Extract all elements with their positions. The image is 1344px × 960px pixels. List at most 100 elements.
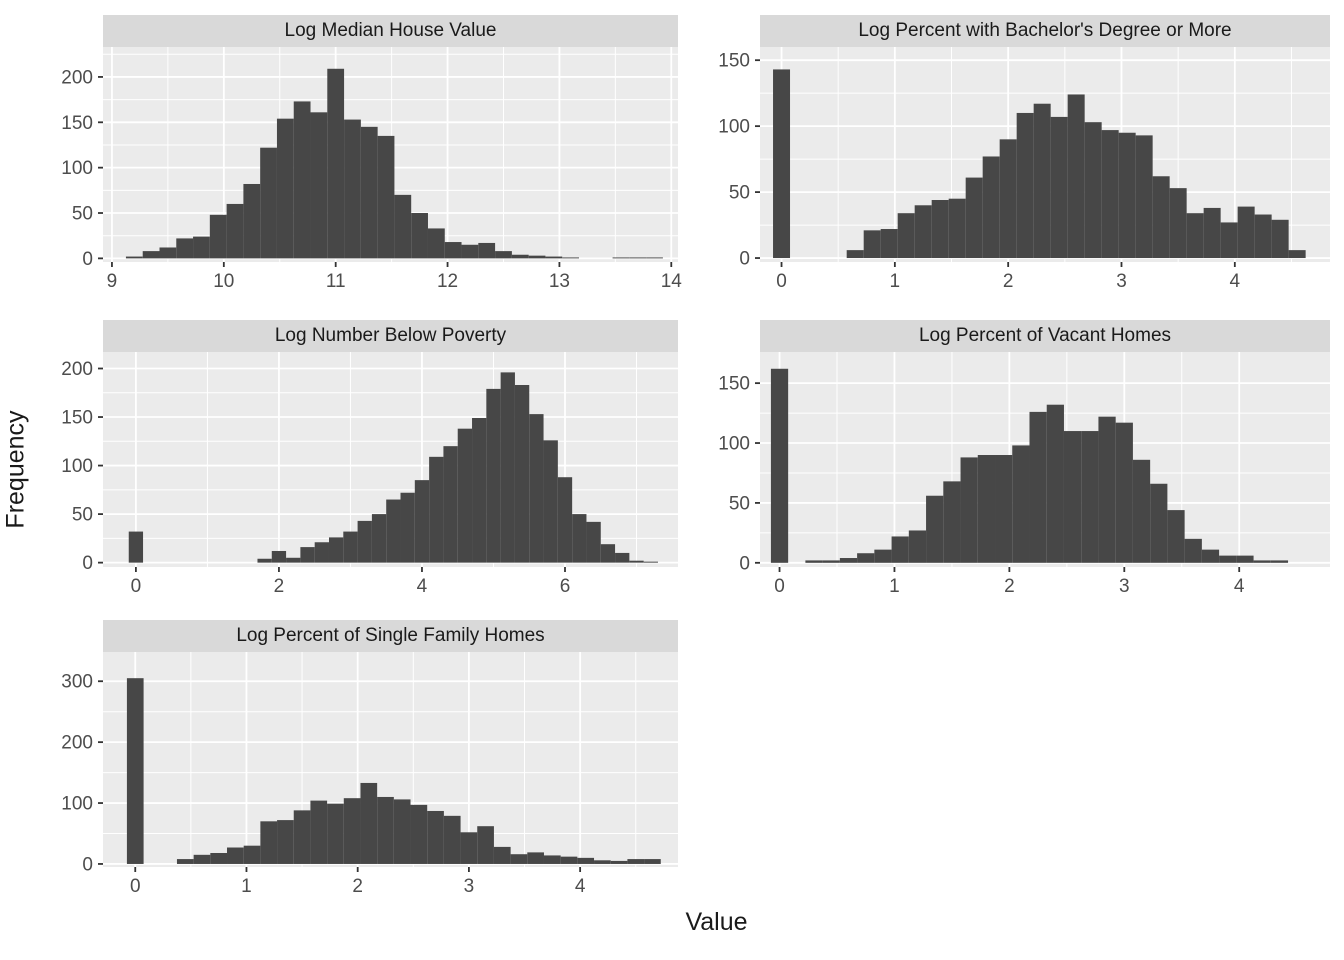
histogram-bar <box>411 213 428 259</box>
y-tick-label: 0 <box>82 854 93 875</box>
histogram-bar <box>982 156 1000 259</box>
histogram-bar <box>277 820 294 864</box>
histogram-bar <box>1288 250 1306 259</box>
histogram-bar <box>293 810 311 864</box>
histogram-bar <box>629 257 647 259</box>
histogram-bar <box>371 514 387 563</box>
facet-strip-title: Log Number Below Poverty <box>103 320 678 352</box>
histogram-bar <box>629 560 644 563</box>
histogram-bar <box>243 183 261 259</box>
y-axis-title: Frequency <box>1 410 30 529</box>
x-tick-label: 2 <box>1004 576 1015 597</box>
histogram-bar <box>327 68 345 259</box>
histogram-bar <box>1254 214 1272 259</box>
histogram-bar <box>1115 422 1133 563</box>
histogram-bar <box>400 492 415 563</box>
x-axis-title: Value <box>685 908 748 936</box>
histogram-bar <box>965 177 983 259</box>
y-tick-label: 0 <box>739 553 750 574</box>
x-tick-label: 10 <box>213 271 234 292</box>
histogram-bar <box>908 530 927 563</box>
histogram-bar <box>511 254 529 259</box>
histogram-bar <box>514 385 530 563</box>
histogram-bar <box>271 550 287 563</box>
y-tick-label: 100 <box>61 794 93 815</box>
y-tick-label: 100 <box>718 117 750 138</box>
histogram-bar <box>914 205 932 259</box>
histogram-bar <box>414 480 430 563</box>
histogram-bar <box>1029 411 1047 563</box>
histogram-bar <box>314 542 329 563</box>
x-tick-label: 1 <box>890 271 901 292</box>
histogram-bar <box>960 457 978 563</box>
histogram-bar <box>557 477 573 563</box>
histogram-bar <box>457 428 473 563</box>
histogram-bar <box>805 560 823 563</box>
histogram-bar <box>1184 538 1202 563</box>
facet-plot-area: 0 1 2 3 4 0 100 200 300 <box>61 652 678 897</box>
histogram-bar <box>644 859 661 864</box>
histogram-bar <box>461 244 479 259</box>
histogram-bar <box>995 455 1013 563</box>
histogram-bar <box>1050 116 1068 259</box>
facet-log-percent-bachelors: Log Percent with Bachelor's Degree or Mo… <box>718 15 1330 292</box>
x-tick-label: 0 <box>130 876 141 897</box>
histogram-bar <box>586 521 601 563</box>
histogram-bar <box>386 499 401 563</box>
x-tick-label: 1 <box>241 876 252 897</box>
histogram-bar <box>926 495 944 563</box>
histogram-bar <box>360 126 378 259</box>
histogram-bar <box>528 255 546 259</box>
histogram-bar <box>846 250 864 259</box>
facet-log-percent-single-family-homes: Log Percent of Single Family Homes 0 1 2 3 4… <box>61 620 678 897</box>
facet-plot-area: 0 2 4 6 0 50 100 150 200 <box>61 352 678 597</box>
x-tick-label: 0 <box>776 271 787 292</box>
histogram-bar <box>126 678 144 864</box>
x-tick-label: 2 <box>352 876 363 897</box>
histogram-bar <box>1167 510 1185 563</box>
y-tick-label: 100 <box>61 158 93 179</box>
histogram-bar <box>1098 416 1116 563</box>
histogram-bar <box>646 257 663 259</box>
histogram-bar <box>427 228 445 259</box>
histogram-bar <box>857 553 875 563</box>
histogram-bar <box>210 852 228 864</box>
x-tick-label: 4 <box>417 576 428 597</box>
histogram-bar <box>486 388 501 563</box>
histogram-bar <box>1067 94 1085 259</box>
histogram-bar <box>243 845 261 864</box>
histogram-bar <box>1201 549 1220 563</box>
histogram-bar <box>822 560 840 563</box>
histogram-bar <box>125 256 143 259</box>
x-tick-label: 1 <box>889 576 900 597</box>
histogram-bar <box>562 257 579 259</box>
histogram-bar <box>443 446 458 563</box>
y-tick-label: 200 <box>61 733 93 754</box>
facet-strip-title: Log Percent with Bachelor's Degree or Mo… <box>760 15 1330 47</box>
x-tick-label: 4 <box>575 876 586 897</box>
histogram-bar <box>478 242 496 259</box>
histogram-bar <box>472 418 487 563</box>
x-tick-label: 3 <box>1119 576 1130 597</box>
histogram-bar <box>1220 222 1238 259</box>
histogram-bar <box>276 118 294 259</box>
x-tick-label: 0 <box>131 576 142 597</box>
y-tick-label: 300 <box>61 672 93 693</box>
histogram-bar <box>226 203 244 259</box>
facet-strip-title: Log Percent of Vacant Homes <box>760 320 1330 352</box>
histogram-bar <box>286 557 301 563</box>
histogram-bar <box>310 112 328 259</box>
histogram-bar <box>577 857 595 864</box>
histogram-bar <box>493 846 511 864</box>
histogram-bar <box>377 796 394 864</box>
x-tick-label: 12 <box>437 271 458 292</box>
x-tick-label: 3 <box>464 876 475 897</box>
histogram-bar <box>1152 176 1170 259</box>
histogram-bar <box>460 832 478 864</box>
histogram-bar <box>643 561 658 563</box>
histogram-bar <box>572 514 587 563</box>
y-tick-label: 150 <box>61 113 93 134</box>
y-tick-label: 200 <box>61 359 93 380</box>
histogram-bar <box>344 119 361 259</box>
